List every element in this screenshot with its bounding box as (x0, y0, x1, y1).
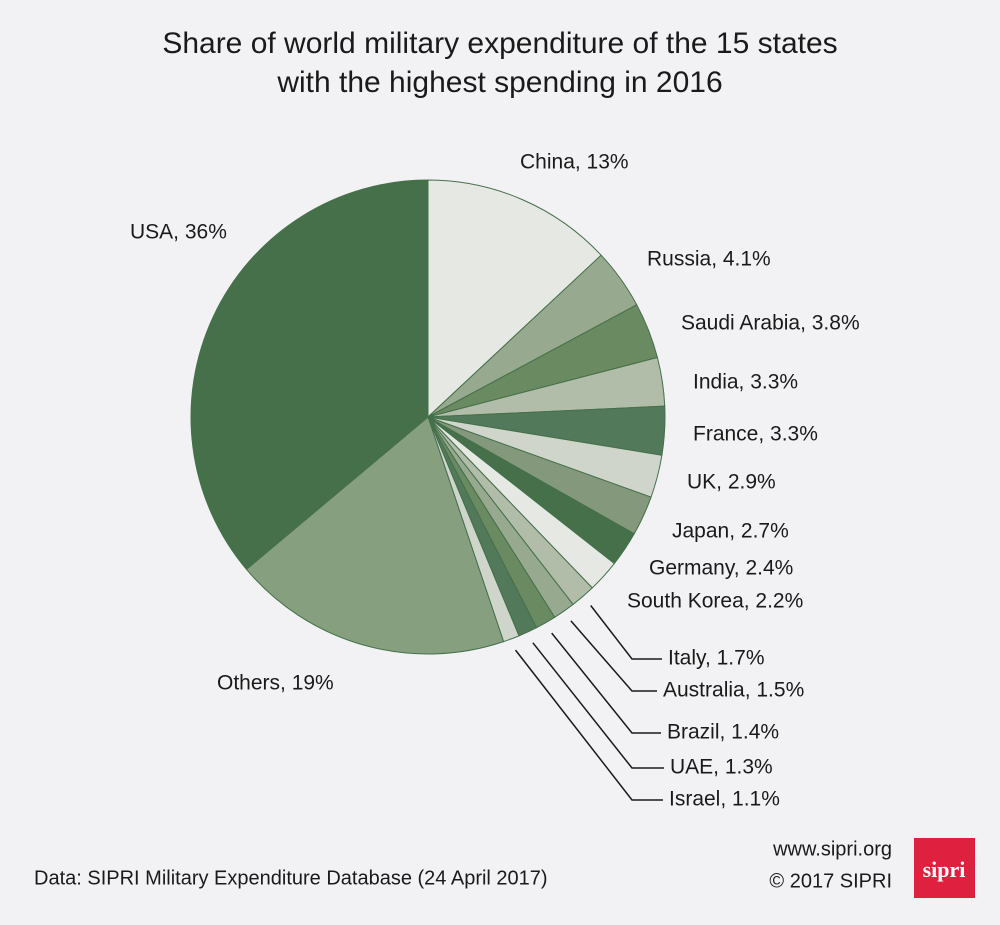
pie-slice (245, 416, 505, 655)
data-label: India, 3.3% (693, 371, 798, 394)
chart-title: Share of world military expenditure of t… (162, 27, 837, 60)
data-label: USA, 36% (130, 221, 227, 244)
logo: sipri (923, 857, 966, 882)
leader-line (590, 605, 662, 660)
data-label: Japan, 2.7% (672, 520, 789, 543)
logo-box (914, 838, 975, 898)
data-label: South Korea, 2.2% (627, 590, 803, 613)
leader-line (551, 632, 661, 734)
leader-line (532, 642, 664, 769)
data-label: Australia, 1.5% (663, 679, 804, 702)
data-label: Saudi Arabia, 3.8% (681, 312, 860, 335)
pie-slice (190, 179, 429, 571)
data-label: China, 13% (520, 151, 629, 174)
website: www.sipri.org (772, 838, 892, 860)
pie-slice (427, 179, 602, 419)
copyright: © 2017 SIPRI (769, 870, 892, 892)
data-label: Italy, 1.7% (668, 647, 765, 670)
data-label: Brazil, 1.4% (667, 721, 779, 744)
leader-line (570, 620, 657, 692)
source-note: Data: SIPRI Military Expenditure Databas… (34, 867, 548, 889)
chart-title: with the highest spending in 2016 (276, 66, 722, 99)
data-label: Germany, 2.4% (649, 557, 793, 580)
data-label: France, 3.3% (693, 423, 818, 446)
data-label: Russia, 4.1% (647, 248, 771, 271)
data-label: UAE, 1.3% (670, 756, 773, 779)
data-label: Others, 19% (217, 672, 334, 695)
leader-line (514, 649, 663, 801)
data-label: UK, 2.9% (687, 471, 776, 494)
data-label: Israel, 1.1% (669, 788, 780, 811)
